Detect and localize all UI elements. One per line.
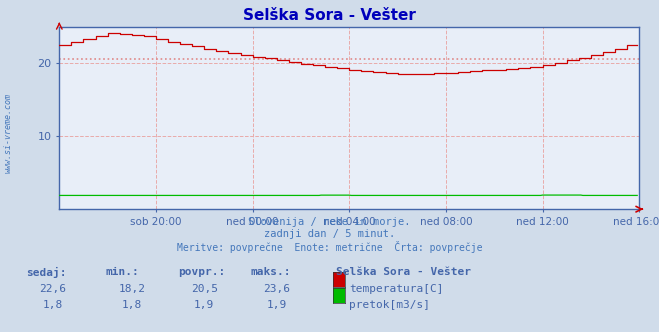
Text: 20,5: 20,5	[191, 284, 217, 294]
Text: 1,9: 1,9	[194, 300, 214, 310]
Text: zadnji dan / 5 minut.: zadnji dan / 5 minut.	[264, 229, 395, 239]
Text: pretok[m3/s]: pretok[m3/s]	[349, 300, 430, 310]
Text: 23,6: 23,6	[264, 284, 290, 294]
Text: Selška Sora - Vešter: Selška Sora - Vešter	[336, 267, 471, 277]
Text: Selška Sora - Vešter: Selška Sora - Vešter	[243, 8, 416, 23]
Text: 1,8: 1,8	[43, 300, 63, 310]
Text: 18,2: 18,2	[119, 284, 145, 294]
Text: min.:: min.:	[105, 267, 139, 277]
Text: maks.:: maks.:	[250, 267, 291, 277]
Text: Meritve: povprečne  Enote: metrične  Črta: povprečje: Meritve: povprečne Enote: metrične Črta:…	[177, 241, 482, 253]
Text: povpr.:: povpr.:	[178, 267, 225, 277]
Text: temperatura[C]: temperatura[C]	[349, 284, 444, 294]
Text: 1,8: 1,8	[122, 300, 142, 310]
Text: Slovenija / reke in morje.: Slovenija / reke in morje.	[248, 217, 411, 227]
Text: sedaj:: sedaj:	[26, 267, 67, 278]
Text: 22,6: 22,6	[40, 284, 66, 294]
Text: www.si-vreme.com: www.si-vreme.com	[4, 93, 13, 173]
Text: 1,9: 1,9	[267, 300, 287, 310]
